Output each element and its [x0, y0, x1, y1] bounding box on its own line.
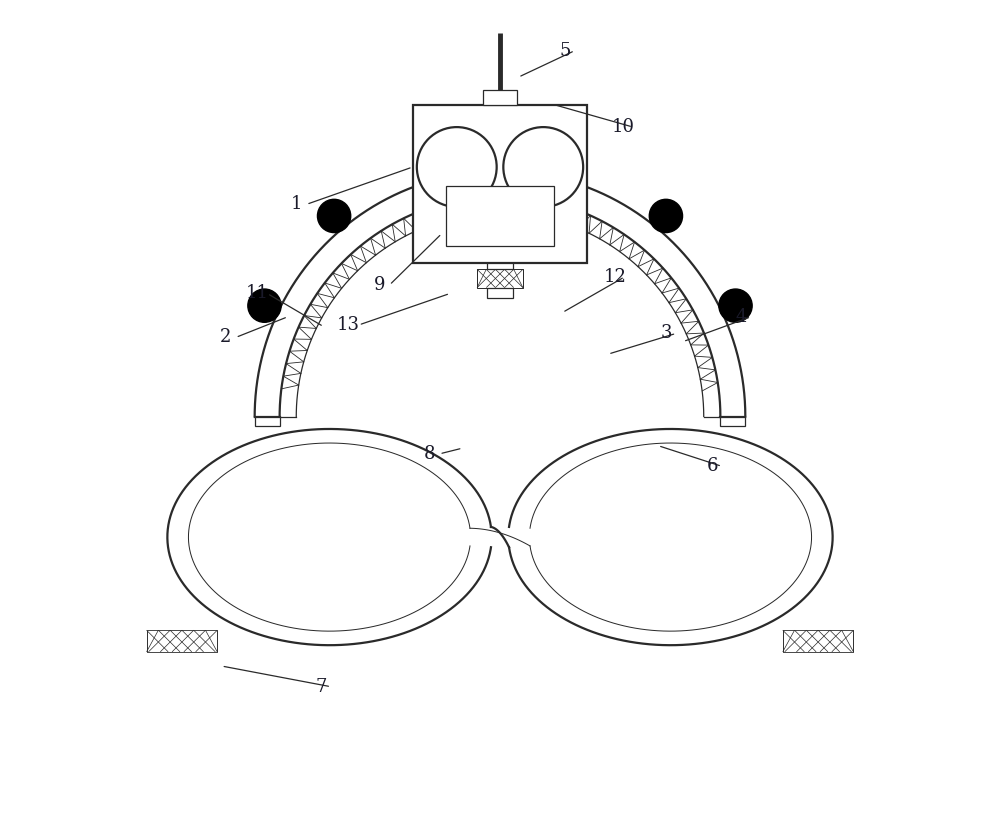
Circle shape [248, 289, 281, 322]
Bar [255, 416, 280, 426]
Circle shape [719, 289, 752, 322]
Bar [783, 631, 853, 652]
Bar [147, 631, 217, 652]
Text: 3: 3 [661, 324, 672, 342]
Text: 11: 11 [246, 284, 269, 302]
Circle shape [532, 144, 565, 177]
Text: 10: 10 [612, 118, 635, 136]
Bar [446, 186, 554, 246]
Circle shape [435, 144, 468, 177]
Text: 6: 6 [706, 457, 718, 476]
Bar [477, 269, 523, 287]
Text: 5: 5 [559, 42, 571, 60]
Bar [483, 90, 517, 105]
Text: 1: 1 [291, 196, 302, 213]
Bar [413, 105, 587, 262]
Bar [487, 262, 513, 269]
Text: 13: 13 [337, 316, 360, 334]
Circle shape [317, 199, 351, 232]
Circle shape [649, 199, 683, 232]
Text: 8: 8 [424, 445, 435, 463]
Bar [487, 287, 513, 297]
Bar [720, 416, 745, 426]
Text: 9: 9 [374, 276, 385, 294]
Text: 4: 4 [735, 307, 747, 326]
Text: 2: 2 [220, 328, 231, 347]
Text: 12: 12 [603, 267, 626, 286]
Text: 7: 7 [316, 678, 327, 696]
